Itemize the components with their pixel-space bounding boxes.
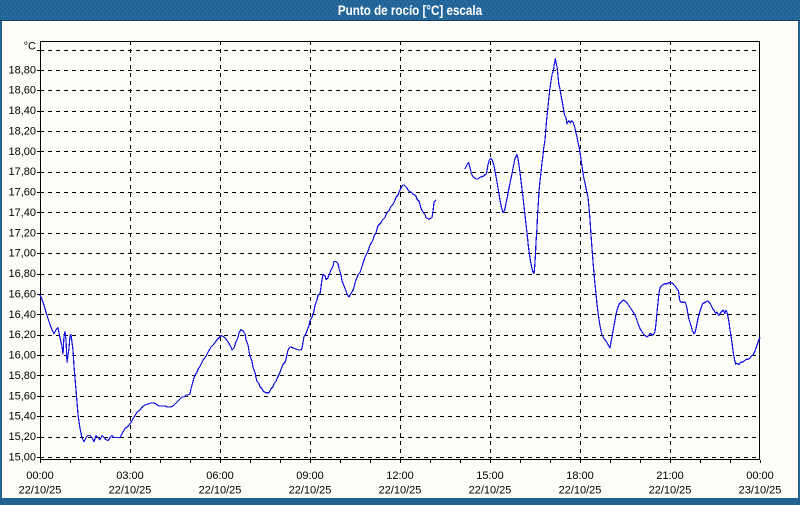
svg-text:17,60: 17,60: [8, 187, 36, 199]
svg-text:18,80: 18,80: [8, 64, 36, 76]
svg-text:21:00: 21:00: [656, 470, 684, 482]
svg-text:15,20: 15,20: [8, 431, 36, 443]
svg-text:16,60: 16,60: [8, 289, 36, 301]
svg-text:03:00: 03:00: [116, 470, 144, 482]
svg-text:18,20: 18,20: [8, 126, 36, 138]
svg-text:16,00: 16,00: [8, 350, 36, 362]
svg-text:16,80: 16,80: [8, 268, 36, 280]
svg-text:00:00: 00:00: [746, 470, 774, 482]
svg-text:15:00: 15:00: [476, 470, 504, 482]
svg-text:22/10/25: 22/10/25: [289, 485, 332, 497]
svg-text:17,40: 17,40: [8, 207, 36, 219]
svg-text:18,40: 18,40: [8, 105, 36, 117]
svg-text:22/10/25: 22/10/25: [199, 485, 242, 497]
svg-text:12:00: 12:00: [386, 470, 414, 482]
svg-text:17,80: 17,80: [8, 166, 36, 178]
svg-text:16,20: 16,20: [8, 329, 36, 341]
svg-text:09:00: 09:00: [296, 470, 324, 482]
svg-text:22/10/25: 22/10/25: [559, 485, 602, 497]
svg-text:22/10/25: 22/10/25: [469, 485, 512, 497]
svg-text:22/10/25: 22/10/25: [19, 485, 62, 497]
svg-text:22/10/25: 22/10/25: [379, 485, 422, 497]
svg-text:°C: °C: [24, 41, 36, 53]
svg-text:22/10/25: 22/10/25: [649, 485, 692, 497]
svg-text:18,60: 18,60: [8, 85, 36, 97]
svg-text:15,40: 15,40: [8, 411, 36, 423]
svg-text:16,40: 16,40: [8, 309, 36, 321]
svg-text:15,00: 15,00: [8, 452, 36, 464]
svg-text:18,00: 18,00: [8, 146, 36, 158]
svg-text:23/10/25: 23/10/25: [739, 485, 782, 497]
svg-text:06:00: 06:00: [206, 470, 234, 482]
svg-text:00:00: 00:00: [26, 470, 54, 482]
svg-text:22/10/25: 22/10/25: [109, 485, 152, 497]
svg-text:18:00: 18:00: [566, 470, 594, 482]
svg-text:17,00: 17,00: [8, 248, 36, 260]
svg-text:15,80: 15,80: [8, 370, 36, 382]
svg-text:15,60: 15,60: [8, 390, 36, 402]
svg-text:17,20: 17,20: [8, 227, 36, 239]
